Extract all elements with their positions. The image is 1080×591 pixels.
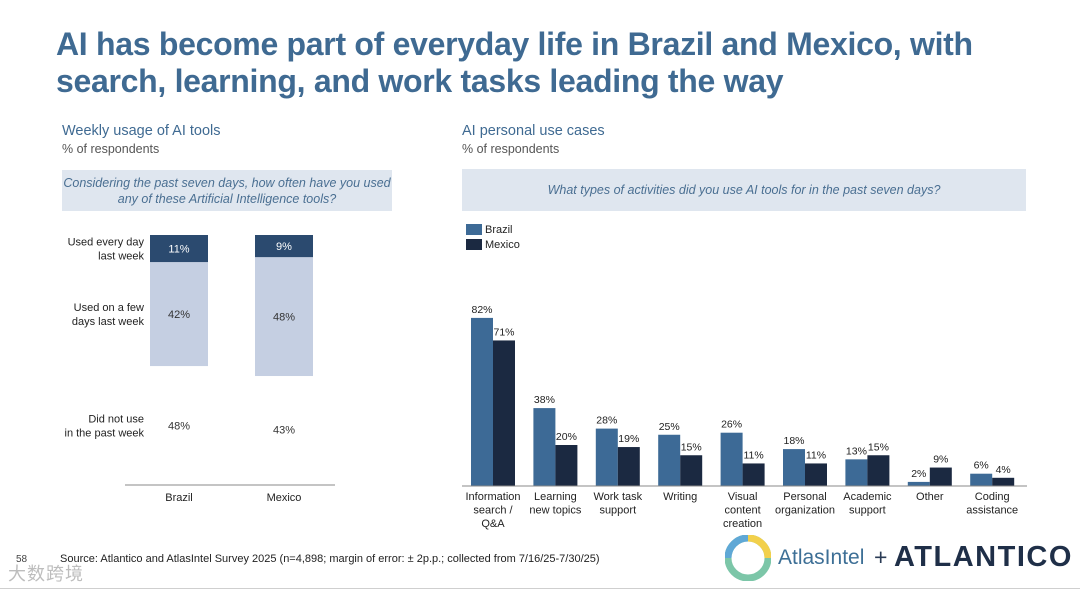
left-chart-title: Weekly usage of AI tools	[62, 123, 221, 139]
data-label: 42%	[168, 309, 190, 321]
right-chart-subtitle: % of respondents	[462, 142, 560, 156]
bar	[720, 432, 743, 486]
atlasintel-logo-icon	[725, 535, 771, 581]
data-label: 4%	[996, 464, 1011, 476]
series-label: days last week	[72, 316, 145, 328]
category-label: content	[725, 505, 761, 517]
data-label: 15%	[681, 441, 702, 453]
series-label: in the past week	[65, 428, 145, 440]
data-label: 48%	[168, 421, 190, 433]
left-chart-subtitle: % of respondents	[62, 142, 160, 156]
series-label: Used on a few	[74, 302, 144, 314]
category-label: support	[849, 505, 886, 517]
data-label: 82%	[471, 304, 492, 316]
data-label: 43%	[273, 424, 295, 436]
stacked-bar-segment	[255, 376, 313, 483]
legend-swatch	[466, 224, 482, 235]
category-label: new topics	[529, 505, 581, 517]
bar	[929, 467, 952, 486]
category-label: assistance	[966, 505, 1018, 517]
source-note: Source: Atlantico and AtlasIntel Survey …	[60, 553, 600, 565]
series-label: Did not use	[88, 414, 144, 426]
left-question-box: Considering the past seven days, how oft…	[62, 170, 392, 211]
category-label: Personal	[783, 491, 826, 503]
stacked-bar-segment	[255, 235, 313, 258]
atlasintel-logo-text: AtlasIntel	[778, 546, 865, 569]
data-label: 28%	[596, 415, 617, 427]
data-label: 18%	[783, 435, 804, 447]
bar	[471, 317, 493, 486]
category-label: Writing	[663, 491, 697, 503]
category-label: Information	[465, 491, 520, 503]
stacked-bar-segment	[150, 366, 208, 485]
page-number: 58	[16, 554, 28, 565]
bar	[493, 340, 515, 486]
category-label: Other	[916, 491, 944, 503]
category-label: Academic	[843, 491, 892, 503]
category-label: creation	[723, 518, 762, 530]
bar	[533, 408, 556, 486]
bar	[845, 459, 868, 486]
bar	[783, 449, 805, 486]
data-label: 26%	[721, 419, 742, 431]
data-label: 2%	[911, 468, 926, 480]
stacked-bar-segment	[255, 257, 313, 377]
weekly-usage-chart: 11% 42% 48% Brazil 9% 48% 43% Mexico Used every …	[65, 235, 335, 504]
category-label: Brazil	[165, 492, 193, 504]
bar	[970, 473, 993, 486]
bar	[805, 463, 827, 486]
bar	[742, 463, 765, 486]
right-chart-title: AI personal use cases	[462, 123, 605, 139]
stacked-bar-segment	[150, 262, 208, 367]
data-label: 38%	[534, 394, 555, 406]
bar	[617, 447, 640, 486]
watermark: 大数跨境	[8, 564, 84, 584]
category-label: Mexico	[267, 492, 302, 504]
bar	[992, 477, 1015, 486]
bar	[680, 455, 703, 486]
legend-swatch	[466, 239, 482, 250]
data-label: 11%	[168, 244, 189, 256]
bar	[867, 455, 890, 486]
bar	[907, 481, 930, 486]
data-label: 6%	[974, 460, 989, 472]
category-label: Coding	[975, 491, 1010, 503]
bar	[658, 434, 681, 486]
category-label: support	[599, 505, 636, 517]
data-label: 9%	[933, 454, 948, 466]
bar	[595, 428, 618, 486]
data-label: 20%	[556, 431, 577, 443]
data-label: 48%	[273, 312, 295, 324]
category-label: search /	[473, 505, 513, 517]
data-label: 25%	[659, 421, 680, 433]
category-label: Visual	[728, 491, 758, 503]
bar	[555, 445, 578, 486]
logo-plus: +	[874, 544, 888, 570]
bottom-divider	[0, 588, 1080, 589]
category-label: organization	[775, 505, 835, 517]
right-question-box: What types of activities did you use AI …	[462, 169, 1026, 211]
data-label: 13%	[846, 445, 867, 457]
category-label: Q&A	[481, 518, 505, 530]
atlantico-logo-text: ATLANTICO	[894, 541, 1073, 573]
stacked-bar-segment	[150, 235, 208, 263]
data-label: 9%	[276, 241, 292, 253]
legend-label: Brazil	[485, 224, 513, 236]
data-label: 11%	[806, 449, 826, 461]
category-label: Learning	[534, 491, 577, 503]
data-label: 71%	[493, 326, 514, 338]
use-cases-chart: Brazil Mexico 82%71% Information search /Q&A…	[462, 224, 1027, 530]
series-label: Used every day	[68, 237, 145, 249]
category-label: Work task	[593, 491, 642, 503]
data-label: 11%	[743, 449, 763, 461]
data-label: 19%	[618, 433, 639, 445]
page-title: AI has become part of everyday life in B…	[56, 26, 973, 99]
series-label: last week	[98, 251, 144, 263]
data-label: 15%	[868, 441, 889, 453]
legend-label: Mexico	[485, 239, 520, 251]
